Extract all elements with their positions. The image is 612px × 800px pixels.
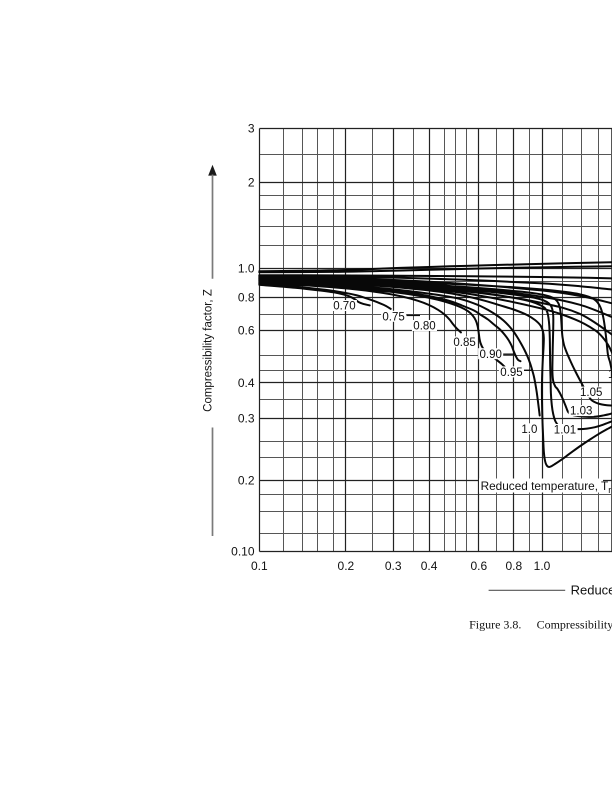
svg-text:Reduced temperature, Tr: Reduced temperature, Tr [481,479,612,495]
svg-text:0.1: 0.1 [251,559,268,573]
svg-text:0.4: 0.4 [421,559,438,573]
svg-text:1.0: 1.0 [238,262,255,276]
svg-text:0.3: 0.3 [238,412,255,426]
svg-text:3: 3 [248,122,255,136]
svg-text:Compressibility factor, Z: Compressibility factor, Z [203,289,215,412]
svg-text:1.10: 1.10 [608,369,612,381]
svg-text:0.6: 0.6 [470,559,487,573]
svg-text:1.0: 1.0 [534,559,551,573]
svg-text:1.01: 1.01 [554,425,576,437]
svg-text:1.0: 1.0 [521,424,537,436]
svg-text:0.80: 0.80 [413,321,435,333]
svg-text:0.90: 0.90 [480,349,502,361]
svg-text:0.6: 0.6 [238,324,255,338]
svg-text:0.85: 0.85 [453,337,475,349]
svg-text:Figure 3.8.Compressibility cha: Figure 3.8.Compressibility chart [469,618,612,632]
svg-text:1.03: 1.03 [570,406,592,418]
svg-text:0.75: 0.75 [382,311,404,323]
svg-text:0.8: 0.8 [238,290,255,304]
svg-text:0.70: 0.70 [333,301,355,313]
svg-text:0.2: 0.2 [338,559,355,573]
svg-text:2: 2 [248,176,255,190]
svg-text:1.05: 1.05 [580,387,602,399]
svg-text:0.2: 0.2 [238,474,255,488]
svg-text:0.3: 0.3 [385,559,402,573]
svg-text:0.4: 0.4 [238,376,255,390]
svg-text:0.8: 0.8 [505,559,522,573]
svg-text:Reduced pressure, P: Reduced pressure, P [571,583,612,598]
svg-text:0.95: 0.95 [500,367,522,379]
svg-text:0.10: 0.10 [231,545,255,559]
